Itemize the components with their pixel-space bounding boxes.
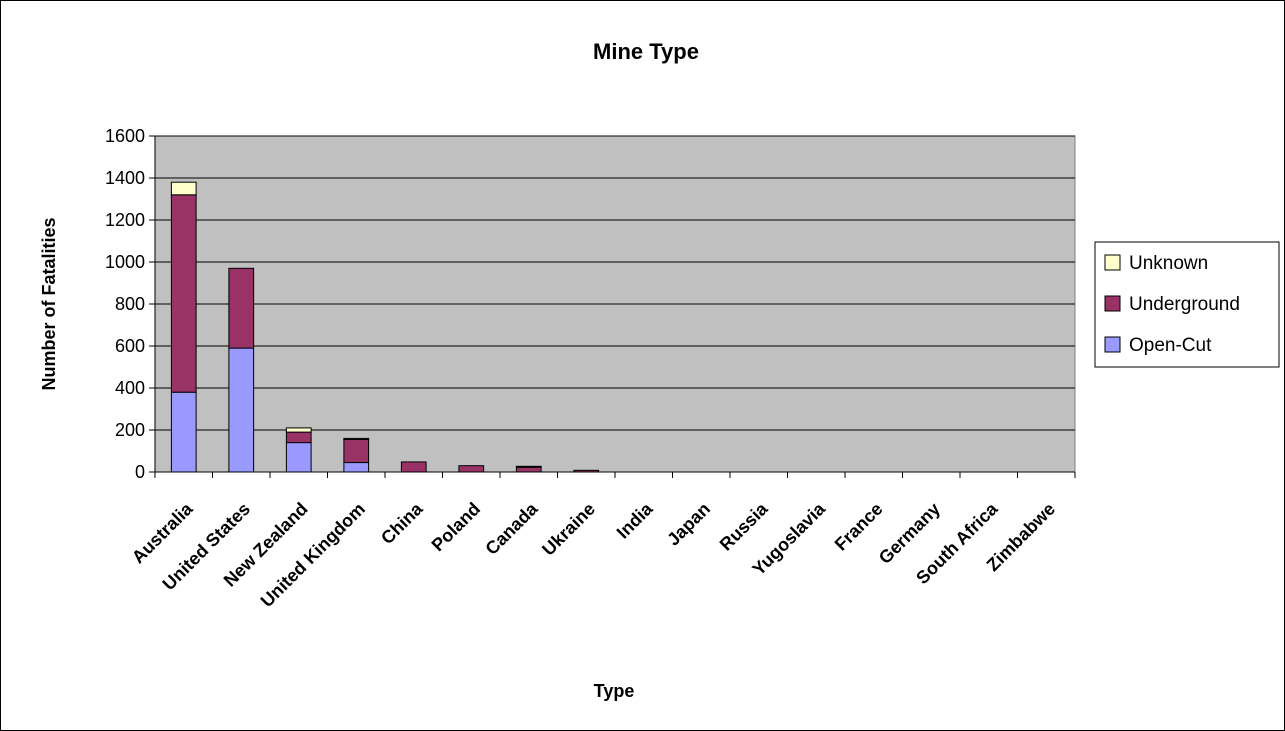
x-category-label: Ukraine	[538, 499, 599, 560]
bar-unknown-australia	[170, 181, 197, 196]
y-tick-label: 1200	[105, 210, 145, 230]
bar-underground-united-kingdom	[343, 438, 370, 464]
bars	[170, 181, 600, 473]
bar-unknown-united-kingdom	[343, 437, 370, 440]
bar-underground-new-zealand	[285, 431, 312, 444]
x-category-label: India	[613, 498, 658, 543]
y-axis-label: Number of Fatalities	[39, 217, 59, 390]
x-category-label: Russia	[716, 498, 773, 555]
x-category-label: Japan	[663, 499, 714, 550]
y-tick-label: 200	[115, 420, 145, 440]
legend-swatch	[1104, 254, 1121, 271]
legend-box	[1094, 241, 1280, 368]
axes	[149, 135, 1076, 478]
legend: Unknown Underground Open-Cut	[1094, 241, 1280, 368]
legend-swatch	[1104, 295, 1121, 312]
bar-open-cut-new-zealand	[285, 442, 312, 473]
x-category-label: Canada	[481, 498, 542, 559]
y-tick-label: 600	[115, 336, 145, 356]
legend-swatch	[1104, 336, 1121, 353]
y-tick-label: 1400	[105, 168, 145, 188]
bar-underground-china	[400, 461, 427, 473]
bar-unknown-canada	[515, 465, 542, 468]
bar-open-cut-united-states	[228, 347, 255, 473]
x-axis-label: Type	[594, 681, 635, 701]
bar-underground-united-states	[228, 267, 255, 349]
legend-label: Unknown	[1129, 253, 1208, 274]
bar-underground-poland	[458, 465, 485, 473]
y-tick-label: 0	[135, 462, 145, 482]
gridlines	[155, 135, 1075, 431]
y-tick-labels: 0 200 400 600 800 1000 1200 1400 1600	[105, 126, 145, 482]
bar-open-cut-united-kingdom	[343, 462, 370, 473]
x-category-label: United Kingdom	[257, 499, 369, 611]
bar-underground-australia	[170, 194, 197, 393]
x-category-label: Poland	[427, 499, 484, 556]
chart-title: Mine Type	[593, 39, 699, 64]
x-category-label: China	[377, 498, 427, 548]
y-tick-label: 800	[115, 294, 145, 314]
bar-open-cut-australia	[170, 391, 197, 473]
bar-unknown-new-zealand	[285, 427, 312, 433]
y-tick-label: 400	[115, 378, 145, 398]
legend-label: Open-Cut	[1129, 335, 1212, 356]
y-tick-label: 1600	[105, 126, 145, 146]
x-category-label: France	[831, 499, 887, 555]
y-tick-label: 1000	[105, 252, 145, 272]
legend-label: Underground	[1129, 294, 1240, 315]
